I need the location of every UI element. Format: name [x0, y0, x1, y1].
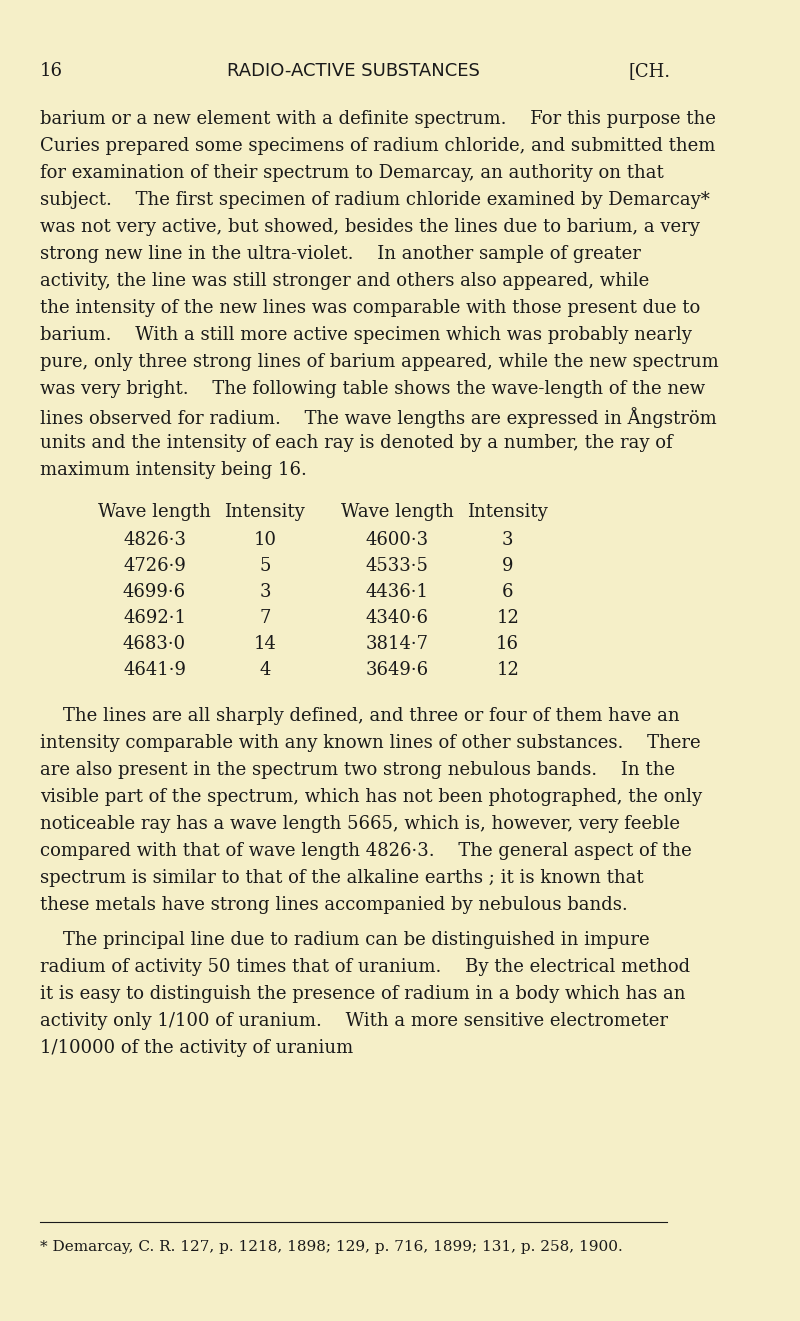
- Text: 4826·3: 4826·3: [123, 531, 186, 550]
- Text: 3: 3: [259, 583, 270, 601]
- Text: radium of activity 50 times that of uranium.  By the electrical method: radium of activity 50 times that of uran…: [40, 958, 690, 976]
- Text: 12: 12: [496, 660, 519, 679]
- Text: activity only 1/100 of uranium.  With a more sensitive electrometer: activity only 1/100 of uranium. With a m…: [40, 1012, 668, 1030]
- Text: was not very active, but showed, besides the lines due to barium, a very: was not very active, but showed, besides…: [40, 218, 700, 236]
- Text: 3: 3: [502, 531, 514, 550]
- Text: 6: 6: [502, 583, 514, 601]
- Text: the intensity of the new lines was comparable with those present due to: the intensity of the new lines was compa…: [40, 299, 700, 317]
- Text: 3649·6: 3649·6: [366, 660, 429, 679]
- Text: units and the intensity of each ray is denoted by a number, the ray of: units and the intensity of each ray is d…: [40, 435, 672, 452]
- Text: for examination of their spectrum to Demarcay, an authority on that: for examination of their spectrum to Dem…: [40, 164, 663, 182]
- Text: 3814·7: 3814·7: [366, 635, 429, 653]
- Text: these metals have strong lines accompanied by nebulous bands.: these metals have strong lines accompani…: [40, 896, 627, 914]
- Text: spectrum is similar to that of the alkaline earths ; it is known that: spectrum is similar to that of the alkal…: [40, 869, 643, 886]
- Text: maximum intensity being 16.: maximum intensity being 16.: [40, 461, 306, 480]
- Text: Wave length: Wave length: [98, 503, 211, 520]
- Text: 7: 7: [259, 609, 270, 627]
- Text: 4726·9: 4726·9: [123, 557, 186, 575]
- Text: 16: 16: [496, 635, 519, 653]
- Text: 4683·0: 4683·0: [123, 635, 186, 653]
- Text: pure, only three strong lines of barium appeared, while the new spectrum: pure, only three strong lines of barium …: [40, 353, 718, 371]
- Text: strong new line in the ultra-violet.  In another sample of greater: strong new line in the ultra-violet. In …: [40, 244, 641, 263]
- Text: 4: 4: [259, 660, 270, 679]
- Text: are also present in the spectrum two strong nebulous bands.  In the: are also present in the spectrum two str…: [40, 761, 674, 779]
- Text: 4699·6: 4699·6: [123, 583, 186, 601]
- Text: * Demarcay, C. R. 127, p. 1218, 1898; 129, p. 716, 1899; 131, p. 258, 1900.: * Demarcay, C. R. 127, p. 1218, 1898; 12…: [40, 1240, 622, 1254]
- Text: was very bright.  The following table shows the wave-length of the new: was very bright. The following table sho…: [40, 380, 705, 398]
- Text: lines observed for radium.  The wave lengths are expressed in Ångström: lines observed for radium. The wave leng…: [40, 407, 717, 428]
- Text: barium or a new element with a definite spectrum.  For this purpose the: barium or a new element with a definite …: [40, 110, 716, 128]
- Text: compared with that of wave length 4826·3.  The general aspect of the: compared with that of wave length 4826·3…: [40, 841, 691, 860]
- Text: 4641·9: 4641·9: [123, 660, 186, 679]
- Text: noticeable ray has a wave length 5665, which is, however, very feeble: noticeable ray has a wave length 5665, w…: [40, 815, 680, 834]
- Text: The lines are all sharply defined, and three or four of them have an: The lines are all sharply defined, and t…: [40, 707, 679, 725]
- Text: 1/10000 of the activity of uranium: 1/10000 of the activity of uranium: [40, 1040, 353, 1057]
- Text: 4340·6: 4340·6: [366, 609, 429, 627]
- Text: barium.  With a still more active specimen which was probably nearly: barium. With a still more active specime…: [40, 326, 692, 343]
- Text: RADIO-ACTIVE SUBSTANCES: RADIO-ACTIVE SUBSTANCES: [226, 62, 480, 81]
- Text: 4692·1: 4692·1: [123, 609, 186, 627]
- Text: 14: 14: [254, 635, 276, 653]
- Text: Wave length: Wave length: [341, 503, 454, 520]
- Text: 12: 12: [496, 609, 519, 627]
- Text: [CH.: [CH.: [629, 62, 671, 81]
- Text: Intensity: Intensity: [467, 503, 548, 520]
- Text: activity, the line was still stronger and others also appeared, while: activity, the line was still stronger an…: [40, 272, 649, 291]
- Text: 4436·1: 4436·1: [366, 583, 429, 601]
- Text: 4533·5: 4533·5: [366, 557, 429, 575]
- Text: intensity comparable with any known lines of other substances.  There: intensity comparable with any known line…: [40, 734, 700, 752]
- Text: 9: 9: [502, 557, 514, 575]
- Text: 5: 5: [259, 557, 270, 575]
- Text: 10: 10: [254, 531, 276, 550]
- Text: visible part of the spectrum, which has not been photographed, the only: visible part of the spectrum, which has …: [40, 789, 702, 806]
- Text: Curies prepared some specimens of radium chloride, and submitted them: Curies prepared some specimens of radium…: [40, 137, 715, 155]
- Text: 16: 16: [40, 62, 62, 81]
- Text: Intensity: Intensity: [225, 503, 306, 520]
- Text: subject.  The first specimen of radium chloride examined by Demarcay*: subject. The first specimen of radium ch…: [40, 192, 710, 209]
- Text: it is easy to distinguish the presence of radium in a body which has an: it is easy to distinguish the presence o…: [40, 985, 686, 1003]
- Text: 4600·3: 4600·3: [366, 531, 429, 550]
- Text: The principal line due to radium can be distinguished in impure: The principal line due to radium can be …: [40, 931, 650, 948]
